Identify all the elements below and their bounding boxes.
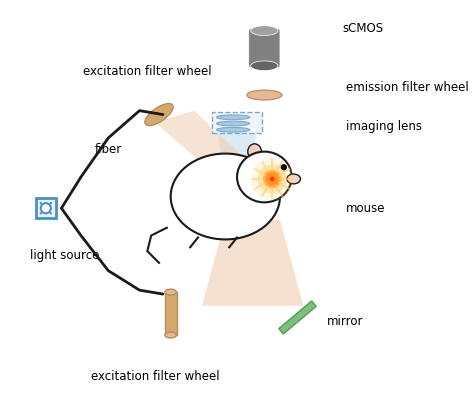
Circle shape [50,202,52,204]
Polygon shape [279,301,316,334]
Ellipse shape [248,144,262,160]
Circle shape [251,158,293,200]
Circle shape [40,202,42,204]
Text: excitation filter wheel: excitation filter wheel [83,65,211,78]
Ellipse shape [217,115,250,119]
Ellipse shape [217,127,250,132]
Ellipse shape [247,90,282,100]
FancyBboxPatch shape [36,198,55,218]
Text: sCMOS: sCMOS [342,22,383,35]
Ellipse shape [251,61,278,71]
Ellipse shape [165,332,176,338]
Text: fiber: fiber [95,143,122,156]
Circle shape [50,212,52,215]
Circle shape [263,169,282,188]
FancyBboxPatch shape [165,292,176,335]
FancyBboxPatch shape [249,29,280,68]
Ellipse shape [145,103,173,126]
Text: light source: light source [30,248,100,261]
Circle shape [265,172,279,186]
Text: excitation filter wheel: excitation filter wheel [91,369,219,382]
Text: mirror: mirror [327,315,363,328]
Circle shape [281,164,287,170]
Circle shape [41,203,51,213]
Text: mouse: mouse [346,202,386,215]
Circle shape [40,212,42,215]
Polygon shape [202,220,303,306]
Ellipse shape [165,289,176,295]
Circle shape [257,164,287,194]
Ellipse shape [171,154,280,239]
Polygon shape [155,111,256,177]
Circle shape [270,176,274,181]
Text: emission filter wheel: emission filter wheel [346,81,469,94]
Ellipse shape [251,26,278,35]
Polygon shape [218,132,256,181]
Text: imaging lens: imaging lens [346,120,422,133]
FancyBboxPatch shape [212,112,263,133]
Ellipse shape [237,152,292,202]
Ellipse shape [217,121,250,126]
Ellipse shape [287,174,301,184]
